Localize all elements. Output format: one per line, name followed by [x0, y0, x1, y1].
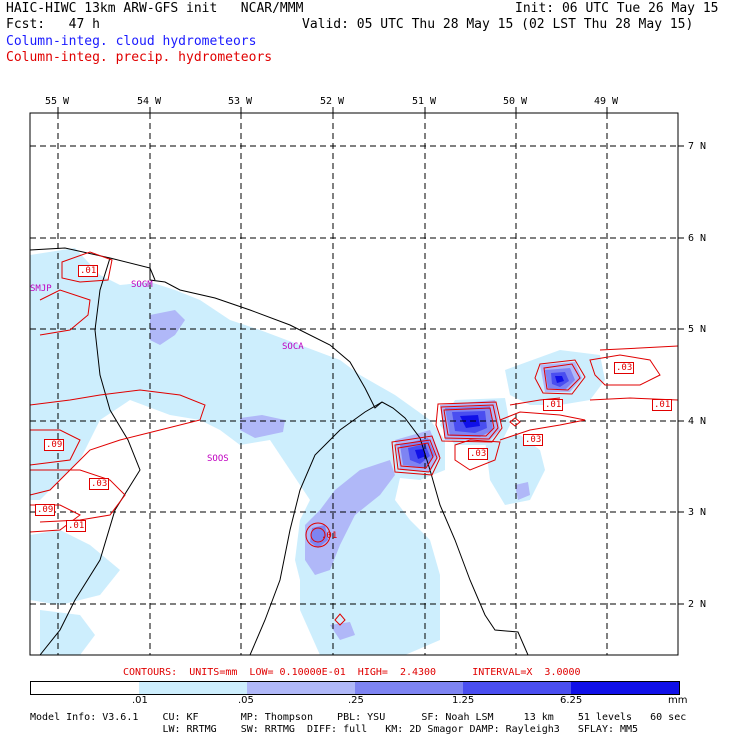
valid-time: Valid: 05 UTC Thu 28 May 15 (02 LST Thu …	[302, 17, 694, 32]
colorbar	[30, 681, 680, 695]
contour-label: .03	[89, 478, 110, 490]
station-label: SMJP	[30, 284, 52, 294]
model-info-line2: LW: RRTMG SW: RRTMG DIFF: full KM: 2D Sm…	[30, 724, 639, 735]
colorbar-tick: .01	[132, 695, 148, 706]
lon-label: 55 W	[45, 96, 70, 107]
colorbar-tick: 1.25	[452, 695, 475, 706]
model-title: HAIC-HIWC 13km ARW-GFS init NCAR/MMM	[6, 1, 304, 16]
lat-label: 5 N	[688, 324, 707, 335]
contour-label: .01	[652, 399, 673, 411]
map-frame	[29, 112, 679, 656]
lon-label: 50 W	[503, 96, 528, 107]
contour-label: .03	[523, 434, 544, 446]
lon-label: 52 W	[320, 96, 345, 107]
lon-label: 53 W	[228, 96, 253, 107]
contour-label: .09	[35, 504, 56, 516]
coastline	[30, 247, 529, 655]
lon-label: 49 W	[594, 96, 619, 107]
lat-lon-grid	[30, 113, 678, 655]
lat-label: 3 N	[688, 507, 707, 518]
legend-cloud: Column-integ. cloud hydrometeors	[6, 34, 257, 49]
init-time: Init: 06 UTC Tue 26 May 15	[515, 1, 719, 16]
precip-contours	[30, 251, 678, 626]
contour-label: .03	[614, 362, 635, 374]
contour-info: CONTOURS: UNITS=mm LOW= 0.10000E-01 HIGH…	[123, 667, 581, 678]
colorbar-tick: 6.25	[560, 695, 583, 706]
lat-label: 4 N	[688, 416, 707, 427]
cloud-light-shading	[30, 248, 605, 655]
forecast-hour: Fcst: 47 h	[6, 17, 100, 32]
station-label: SOGM	[131, 280, 153, 290]
lat-label: 2 N	[688, 599, 707, 610]
contour-label: .01	[66, 520, 87, 532]
contour-label: .09	[44, 439, 65, 451]
lat-label: 6 N	[688, 233, 707, 244]
colorbar-unit: mm	[668, 695, 688, 706]
lat-label: 7 N	[688, 141, 707, 152]
station-label: SOOS	[207, 454, 229, 464]
lon-label: 54 W	[137, 96, 162, 107]
colorbar-tick: .05	[238, 695, 254, 706]
lon-label: 51 W	[412, 96, 437, 107]
contour-label: .01	[78, 265, 99, 277]
contour-label: .01	[321, 531, 338, 541]
model-info-line1: Model Info: V3.6.1 CU: KF MP: Thompson P…	[30, 712, 687, 723]
contour-label: .03	[468, 448, 489, 460]
legend-precip: Column-integ. precip. hydrometeors	[6, 50, 273, 65]
station-label: SOCA	[282, 342, 304, 352]
contour-label: .01	[543, 399, 564, 411]
colorbar-tick: .25	[348, 695, 364, 706]
